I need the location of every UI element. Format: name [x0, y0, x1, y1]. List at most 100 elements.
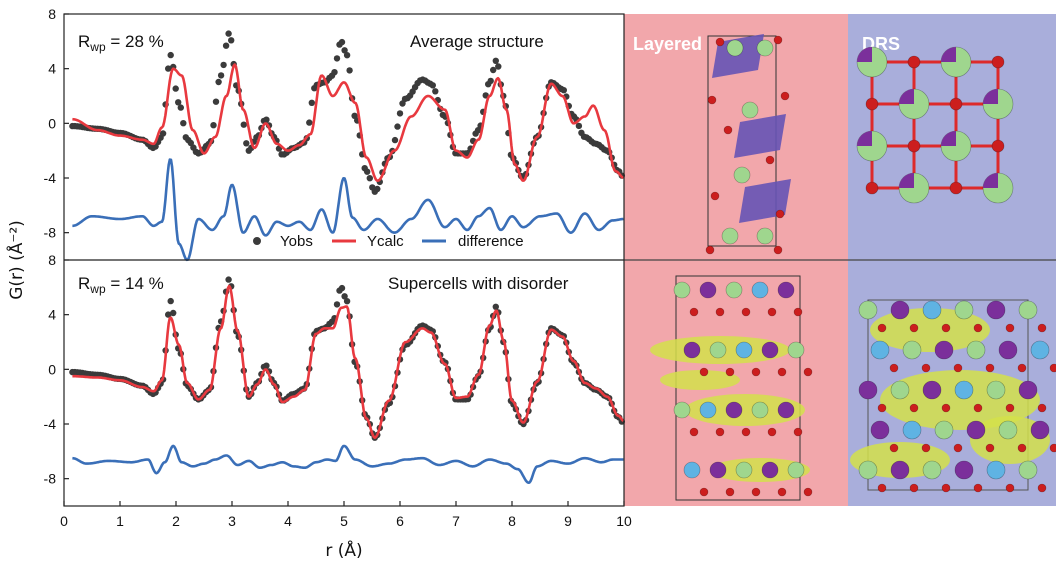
- x-tick-label: 9: [564, 513, 572, 529]
- metal-atom: [890, 380, 910, 400]
- o-atom: [775, 209, 785, 219]
- legend: Yobs Ycalc difference: [253, 233, 524, 250]
- metal-atom: [725, 281, 743, 299]
- yobs-point: [346, 67, 353, 74]
- o-atom: [909, 323, 919, 333]
- yobs-point: [308, 99, 315, 107]
- metal-atom: [683, 341, 701, 359]
- o-atom: [715, 307, 725, 317]
- metal-atom: [683, 461, 701, 479]
- yobs-point: [495, 63, 502, 70]
- series-ycalc: [72, 284, 625, 439]
- o-atom: [715, 37, 725, 47]
- metal-atom: [902, 420, 922, 440]
- isosurface: [660, 370, 740, 390]
- y-tick-label: -8: [44, 225, 57, 241]
- o-atom: [1005, 483, 1015, 493]
- li-atom: [756, 227, 774, 245]
- o-atom: [973, 403, 983, 413]
- yobs-point: [333, 301, 341, 308]
- metal-atom: [934, 340, 954, 360]
- axis-ticks: 8 4 0 -4 -8 8 4 0 -4 -8 0 1 2 3 4 5 6 7 8 9 10: [44, 6, 632, 529]
- x-tick-label: 6: [396, 513, 404, 529]
- o-atom: [723, 125, 733, 135]
- metal-atom: [986, 300, 1006, 320]
- yobs-point: [333, 55, 341, 62]
- metal-atom: [1030, 420, 1050, 440]
- metal-atom: [777, 281, 795, 299]
- o-atom: [715, 427, 725, 437]
- metal-atom: [998, 340, 1018, 360]
- o-atom: [1005, 403, 1015, 413]
- octahedron: [712, 34, 764, 78]
- octahedron: [734, 114, 786, 158]
- metal-atom: [986, 380, 1006, 400]
- x-axis-label: r (Å): [325, 539, 362, 561]
- o-atom: [689, 307, 699, 317]
- yobs-point: [172, 85, 179, 92]
- o-atom: [705, 245, 715, 255]
- metal-atom: [699, 281, 717, 299]
- yobs-point: [338, 38, 346, 46]
- isosurface: [685, 394, 805, 426]
- yobs-point: [575, 122, 583, 130]
- metal-atom: [1018, 300, 1038, 320]
- isosurface: [710, 458, 810, 482]
- yobs-point: [492, 303, 499, 310]
- metal-atom: [761, 341, 779, 359]
- o-atom: [793, 427, 803, 437]
- tm-sector: [857, 47, 872, 62]
- supercells-label: Supercells with disorder: [388, 274, 569, 293]
- metal-atom: [954, 380, 974, 400]
- metal-atom: [858, 460, 878, 480]
- difference-line: [72, 444, 624, 484]
- yobs-point: [167, 297, 174, 305]
- yobs-point: [492, 57, 499, 64]
- o-atom: [699, 487, 709, 497]
- tm-sector: [857, 131, 872, 146]
- x-tick-label: 8: [508, 513, 516, 529]
- yobs-point: [394, 123, 401, 130]
- o-atom: [1049, 363, 1056, 373]
- y-axis-label: G(r) (Å⁻²): [5, 220, 27, 300]
- x-tick-label: 10: [616, 513, 632, 529]
- metal-atom: [709, 341, 727, 359]
- yobs-point: [228, 37, 235, 44]
- y-tick-label: 0: [48, 361, 56, 377]
- o-atom: [949, 97, 963, 111]
- o-atom: [1017, 363, 1027, 373]
- metal-atom: [954, 300, 974, 320]
- metal-atom: [890, 460, 910, 480]
- average-structure-label: Average structure: [410, 32, 544, 51]
- y-tick-label: -8: [44, 471, 57, 487]
- yobs-point: [243, 140, 250, 147]
- metal-atom: [922, 460, 942, 480]
- yobs-point: [210, 122, 217, 129]
- layered-label: Layered: [633, 34, 702, 54]
- ycalc-line: [72, 63, 625, 182]
- o-atom: [751, 367, 761, 377]
- tm-sector: [899, 89, 914, 104]
- yobs-point: [331, 69, 338, 76]
- o-atom: [941, 323, 951, 333]
- li-atom: [741, 101, 759, 119]
- o-atom: [985, 363, 995, 373]
- metal-atom: [998, 420, 1018, 440]
- yobs-point: [175, 99, 182, 106]
- yobs-point: [217, 72, 225, 79]
- o-atom: [985, 443, 995, 453]
- o-atom: [689, 427, 699, 437]
- yobs-point: [364, 168, 371, 175]
- o-atom: [889, 443, 899, 453]
- y-tick-label: 0: [48, 115, 56, 131]
- o-atom: [907, 55, 921, 69]
- x-tick-label: 4: [284, 513, 292, 529]
- o-atom: [941, 403, 951, 413]
- x-tick-label: 1: [116, 513, 124, 529]
- metal-atom: [954, 460, 974, 480]
- o-atom: [953, 443, 963, 453]
- o-atom: [877, 403, 887, 413]
- metal-atom: [735, 341, 753, 359]
- yobs-point: [341, 293, 348, 300]
